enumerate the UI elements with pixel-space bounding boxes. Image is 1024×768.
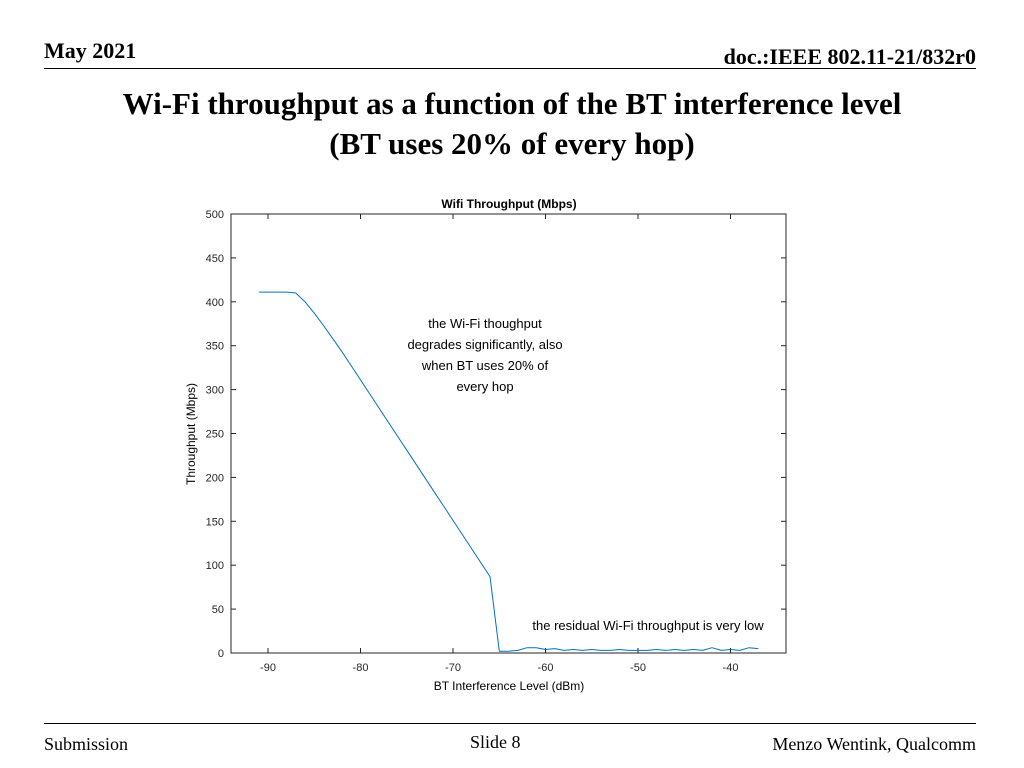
slide-title-line-2: (BT uses 20% of every hop) — [329, 126, 695, 161]
y-tick-label: 450 — [206, 253, 224, 265]
header-rule — [44, 68, 976, 69]
y-tick-label: 250 — [206, 429, 224, 441]
x-axis-label: BT Interference Level (dBm) — [434, 679, 585, 693]
y-tick-label: 300 — [206, 385, 224, 397]
y-tick-label: 100 — [206, 560, 224, 572]
chart-annotation-line: when BT uses 20% of — [421, 358, 549, 373]
footer-submission: Submission — [44, 734, 129, 754]
x-tick-label: -80 — [353, 662, 369, 674]
x-tick-label: -90 — [260, 662, 276, 674]
chart-annotation-line: the Wi-Fi thoughput — [428, 316, 542, 331]
y-tick-label: 400 — [206, 297, 224, 309]
footer-author: Menzo Wentink, Qualcomm — [772, 734, 976, 754]
slide-title: Wi-Fi throughput as a function of the BT… — [40, 84, 984, 164]
x-tick-label: -60 — [538, 662, 554, 674]
footer-rule — [44, 723, 976, 724]
y-tick-label: 150 — [206, 516, 224, 528]
chart-annotation-line: degrades significantly, also — [407, 337, 562, 352]
header-doc-id: doc.:IEEE 802.11-21/832r0 — [723, 44, 976, 69]
y-tick-label: 50 — [212, 604, 224, 616]
axes: 0 50 100 150 200 250 300 350 400 450 500 -90 -80 -70 -… — [206, 209, 786, 674]
chart-annotation-line: the residual Wi-Fi throughput is very lo… — [532, 618, 764, 633]
y-tick-label: 200 — [206, 472, 224, 484]
x-tick-label: -70 — [445, 662, 461, 674]
y-tick-label: 500 — [206, 209, 224, 221]
footer-slide-number: Slide 8 — [470, 732, 521, 752]
chart-annotation-line: every hop — [456, 379, 513, 394]
y-tick-label: 350 — [206, 341, 224, 353]
x-tick-label: -50 — [630, 662, 646, 674]
y-tick-label: 0 — [218, 648, 224, 660]
y-axis-label: Throughput (Mbps) — [184, 383, 198, 485]
plot-area — [230, 213, 787, 654]
x-tick-label: -40 — [723, 662, 739, 674]
header-date: May 2021 — [44, 38, 137, 63]
chart-title: Wifi Throughput (Mbps) — [441, 197, 576, 211]
slide-title-line-1: Wi-Fi throughput as a function of the BT… — [122, 86, 902, 121]
throughput-series-line — [258, 291, 759, 652]
annotations: the Wi-Fi thoughput degrades significantl… — [407, 316, 764, 633]
